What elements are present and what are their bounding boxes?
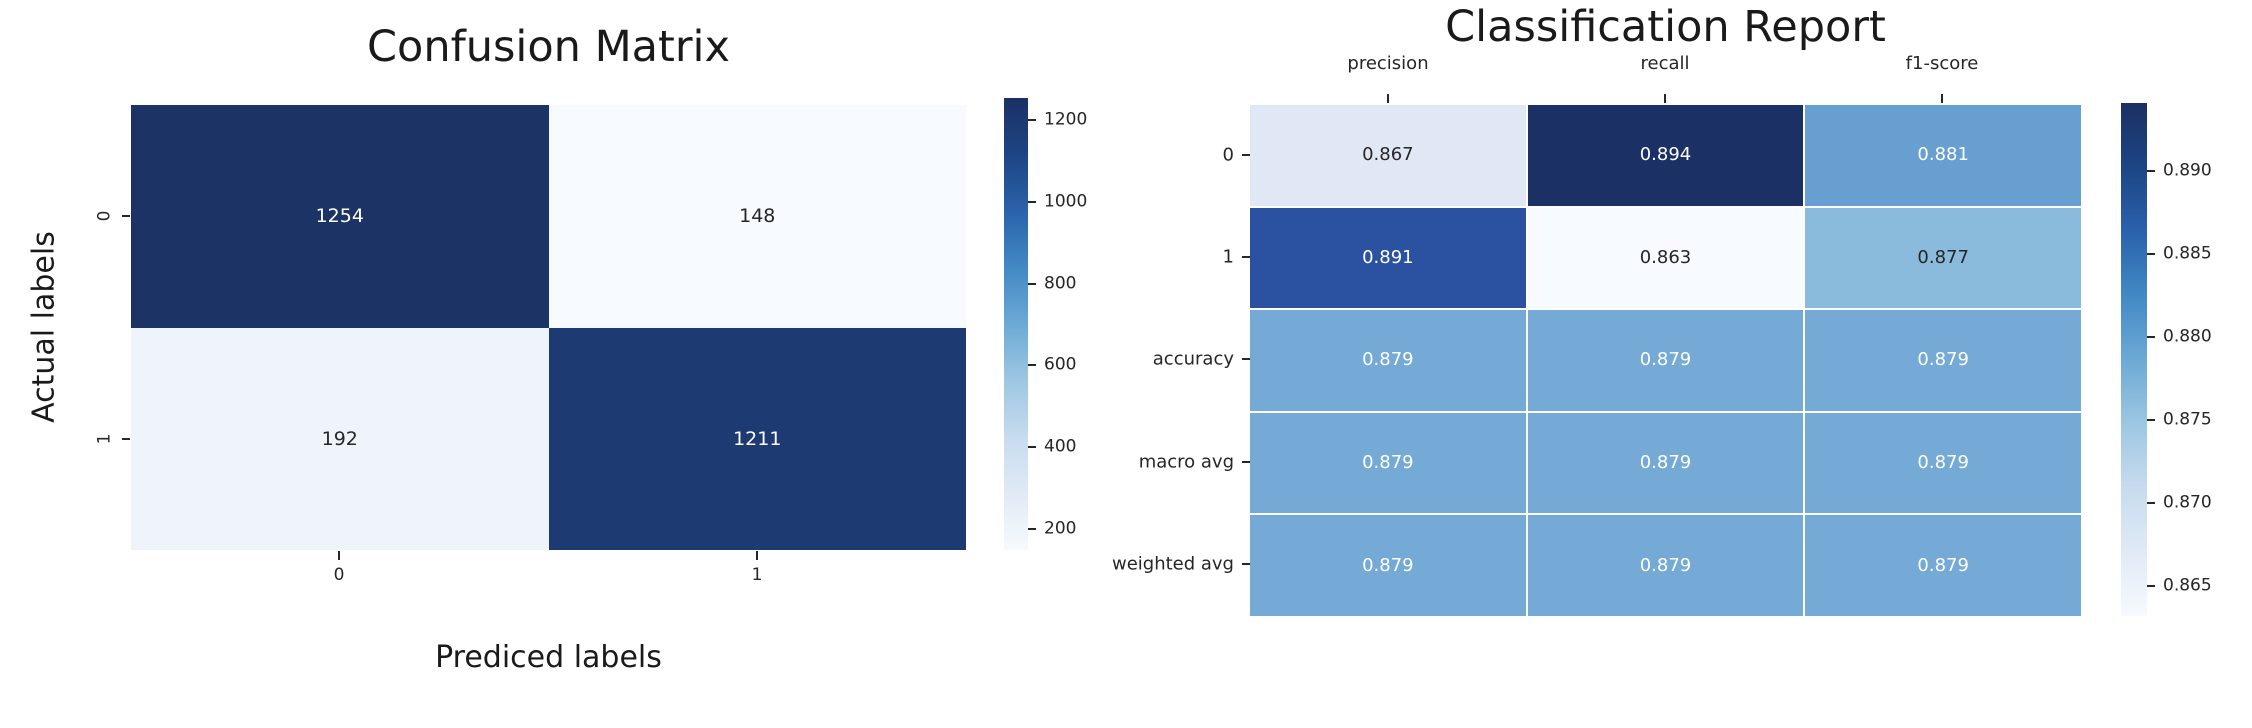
cr-xtick-mark [1664,94,1666,103]
cr-cell-value: 0.879 [1917,349,1969,371]
cr-ytick-mark [1242,154,1250,156]
cr-cell-2-2: 0.879 [1805,310,2081,411]
cr-cell-1-2: 0.877 [1805,207,2081,309]
cr-cbar-tick-label: 0.890 [2163,160,2212,181]
cm-cell-1-1: 1211 [548,327,966,550]
cr-cell-value: 0.879 [1639,452,1692,474]
cm-cell-0-0: 1254 [131,105,549,328]
cm-cbar-tick-mark [1028,528,1036,530]
cr-row-label-1: 1 [1222,246,1234,268]
confusion-matrix-heatmap: 1254 148 192 1211 [131,105,966,550]
cr-cbar-tick-label: 0.875 [2163,409,2212,430]
cr-xtick-mark [1387,94,1389,103]
cr-cell-value: 0.879 [1639,349,1692,371]
cm-cbar-tick-mark [1028,283,1036,285]
cr-row-label-weighted-avg: weighted avg [1111,553,1234,575]
cm-xtick-label-1: 1 [751,565,763,585]
cm-xtick-label-0: 0 [333,565,345,585]
cm-cbar-tick-mark [1028,119,1036,121]
cm-ytick-mark-1 [122,438,130,440]
cr-cell-1-0: 0.891 [1250,207,1526,309]
cr-cbar-tick-mark [2147,170,2155,172]
cr-cell-2-0: 0.879 [1250,310,1526,411]
cr-ytick-mark [1242,358,1250,360]
cm-colorbar [1004,98,1028,550]
cr-cell-0-0: 0.867 [1250,105,1526,206]
cr-cbar-tick-label: 0.880 [2163,326,2212,347]
cm-xtick-mark-1 [756,551,758,560]
cr-cbar-tick-mark [2147,502,2155,504]
cr-cbar-tick-mark [2147,585,2155,587]
cr-cell-value: 0.891 [1362,246,1414,268]
cm-cbar-tick-label: 200 [1044,518,1077,539]
cm-cell-value: 1211 [733,427,782,450]
cr-cell-value: 0.881 [1917,144,1969,166]
cr-cell-1-1: 0.863 [1527,207,1804,309]
cr-ytick-mark [1242,563,1250,565]
cr-cell-2-1: 0.879 [1527,310,1804,411]
cm-cbar-tick-label: 400 [1044,436,1077,457]
cm-cbar-tick-mark [1028,446,1036,448]
cm-cell-value: 192 [321,427,358,450]
cm-xtick-mark-0 [338,551,340,560]
cr-cell-value: 0.879 [1639,554,1692,576]
cr-column-header-precision: precision [1347,53,1429,74]
cr-cell-4-2: 0.879 [1805,515,2081,616]
cm-cell-value: 1254 [315,205,364,228]
cm-ytick-label-1: 1 [94,433,115,445]
cr-cell-value: 0.863 [1639,246,1692,268]
classification-report-title: Classification Report [1445,2,1886,52]
cm-ylabel: Actual labels [26,231,62,423]
cr-cbar-tick-label: 0.865 [2163,575,2212,596]
cr-cell-value: 0.879 [1917,554,1969,576]
cr-cell-3-1: 0.879 [1527,412,1804,514]
cm-ytick-label-0: 0 [94,210,115,222]
cr-cell-4-0: 0.879 [1250,515,1526,616]
cr-column-header-f1-score: f1-score [1905,53,1979,74]
cr-cell-value: 0.894 [1639,144,1692,166]
cr-xtick-mark [1941,94,1943,103]
cr-cell-value: 0.879 [1362,349,1414,371]
cm-cbar-tick-mark [1028,364,1036,366]
cm-cbar-tick-label: 600 [1044,354,1077,375]
cr-cell-value: 0.877 [1917,246,1969,268]
cr-ytick-mark [1242,461,1250,463]
cm-cell-1-0: 192 [131,327,549,550]
cm-cbar-tick-label: 1200 [1044,109,1088,130]
cr-cell-0-2: 0.881 [1805,105,2081,206]
cm-cbar-tick-label: 800 [1044,273,1077,294]
cr-cbar-tick-mark [2147,336,2155,338]
confusion-matrix-title: Confusion Matrix [367,22,730,72]
cr-cell-value: 0.879 [1362,554,1414,576]
cm-xlabel: Prediced labels [435,640,662,675]
cm-cbar-tick-mark [1028,201,1036,203]
cr-row-label-0: 0 [1222,144,1234,166]
cr-column-header-recall: recall [1640,53,1690,74]
cr-cbar-tick-mark [2147,419,2155,421]
cr-row-label-accuracy: accuracy [1152,348,1234,370]
cm-cbar-tick-label: 1000 [1044,191,1088,212]
cr-cbar-tick-mark [2147,253,2155,255]
cr-cell-value: 0.879 [1917,452,1969,474]
cr-cell-3-2: 0.879 [1805,412,2081,514]
cr-colorbar [2121,103,2147,616]
cr-cell-4-1: 0.879 [1527,515,1804,616]
cr-cbar-tick-label: 0.870 [2163,492,2212,513]
cm-cell-value: 148 [739,205,776,228]
cr-cell-value: 0.879 [1362,452,1414,474]
cr-cbar-tick-label: 0.885 [2163,243,2212,264]
cr-ytick-mark [1242,256,1250,258]
cr-cell-value: 0.867 [1362,144,1414,166]
cr-row-label-macro-avg: macro avg [1138,451,1234,473]
cr-cell-0-1: 0.894 [1527,105,1804,206]
cr-cell-3-0: 0.879 [1250,412,1526,514]
classification-report-heatmap: 0.867 0.894 0.881 0.891 0.863 0.877 0.87… [1250,105,2081,616]
cm-cell-0-1: 148 [548,105,966,328]
cm-ytick-mark-0 [122,215,130,217]
